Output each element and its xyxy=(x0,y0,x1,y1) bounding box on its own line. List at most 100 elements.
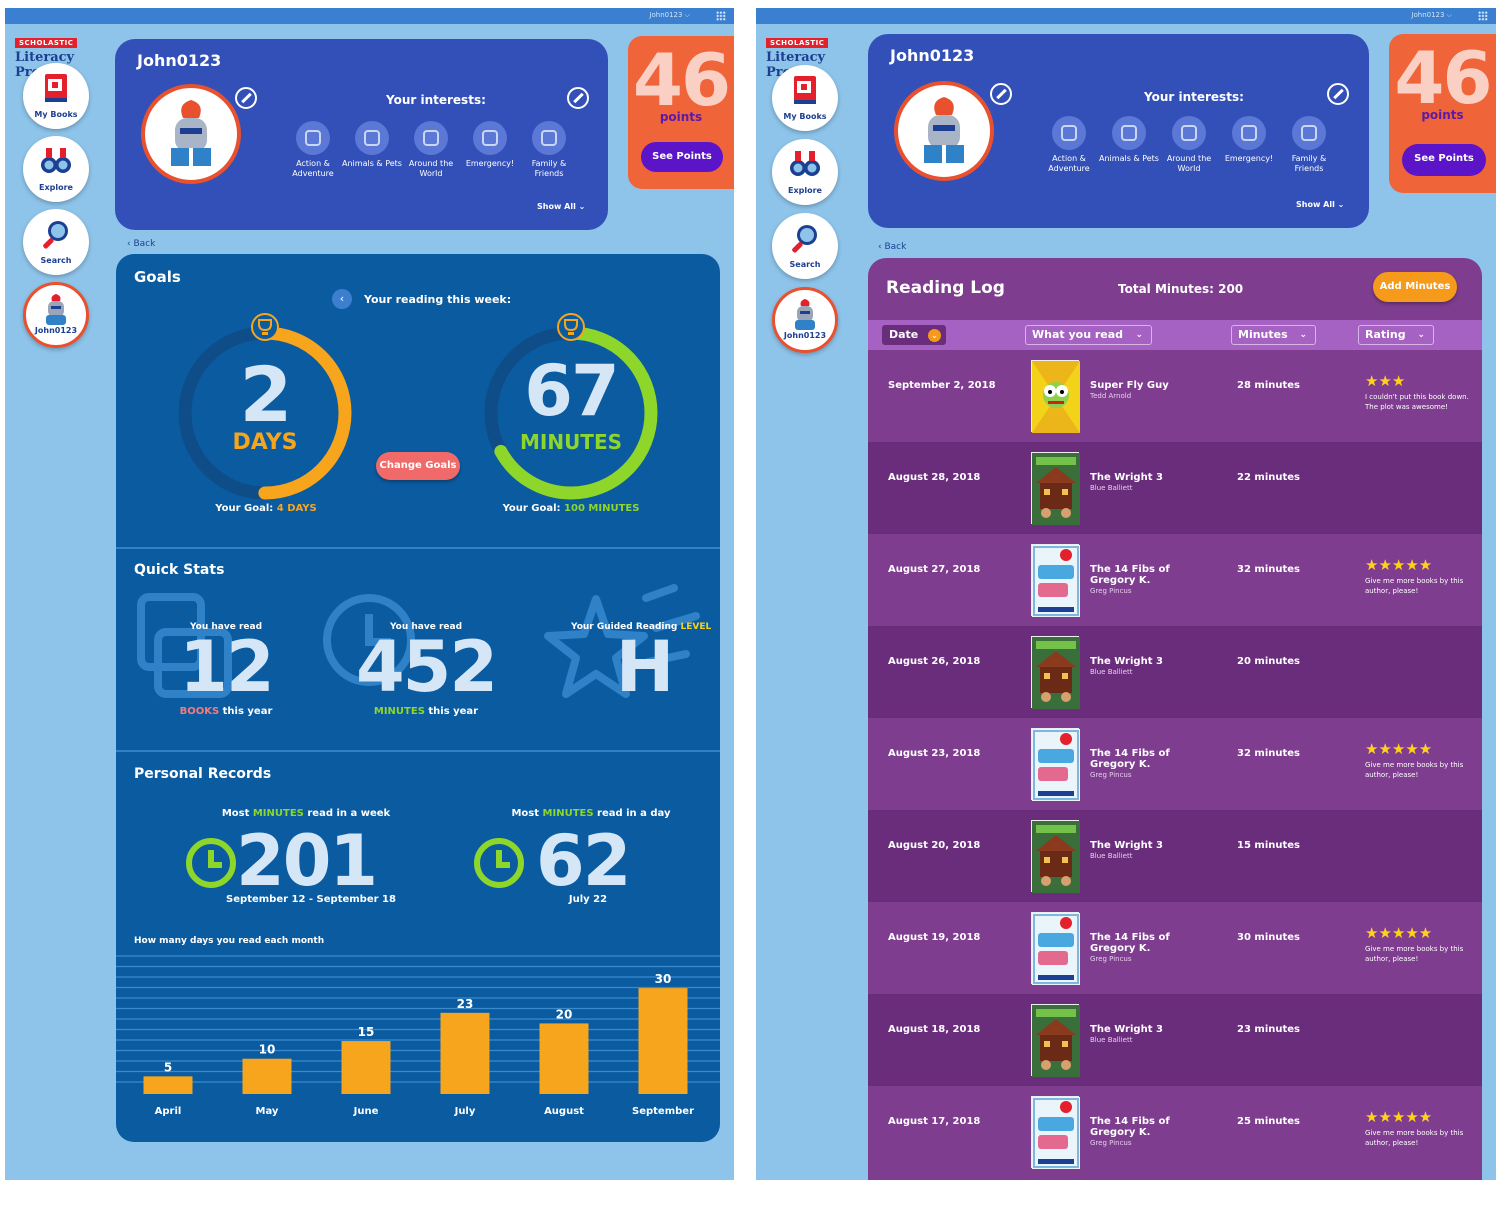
log-row[interactable]: August 18, 2018 The Wright 3 Blue Balliett… xyxy=(868,994,1482,1086)
change-goals-button[interactable]: Change Goals xyxy=(376,452,460,480)
interest-1[interactable]: Animals & Pets xyxy=(1099,116,1159,164)
what-header: What you read xyxy=(1032,328,1124,341)
nav-label: My Books xyxy=(783,112,827,121)
rating-stars: ★★★★★ xyxy=(1365,556,1433,574)
log-row[interactable]: August 26, 2018 The Wright 3 Blue Balliett… xyxy=(868,626,1482,718)
siren-icon xyxy=(473,121,507,155)
interest-3[interactable]: Emergency! xyxy=(460,121,520,169)
book-cover[interactable] xyxy=(1031,912,1080,985)
account-menu[interactable]: John0123 ⌵ xyxy=(1411,11,1452,19)
book-title[interactable]: Super Fly Guy xyxy=(1090,380,1169,391)
nav-my-books[interactable]: My Books xyxy=(23,63,89,129)
apps-grid-icon[interactable] xyxy=(716,11,726,21)
edit-interests-icon[interactable] xyxy=(1327,83,1349,105)
category-label: August xyxy=(544,1106,584,1117)
book-title[interactable]: The 14 Fibs of Gregory K. xyxy=(1090,564,1170,586)
see-points-button[interactable]: See Points xyxy=(641,142,723,172)
review-text: Give me more books by this author, pleas… xyxy=(1365,1129,1464,1147)
bar-value-label: 23 xyxy=(457,997,474,1011)
trophy-icon xyxy=(557,313,585,341)
book-title[interactable]: The 14 Fibs of Gregory K. xyxy=(1090,1116,1170,1138)
nav-explore[interactable]: Explore xyxy=(23,136,89,202)
book-title[interactable]: The 14 Fibs of Gregory K. xyxy=(1090,748,1170,770)
book-cover[interactable] xyxy=(1031,728,1080,801)
rating-stars: ★★★ xyxy=(1365,372,1406,390)
category-label: June xyxy=(353,1106,379,1117)
log-row[interactable]: August 23, 2018 The 14 Fibs of Gregory K.… xyxy=(868,718,1482,810)
nav-label: Explore xyxy=(788,186,822,195)
mountain-icon xyxy=(1052,116,1086,150)
nav-search[interactable]: Search xyxy=(23,209,89,275)
interest-2[interactable]: Around the World xyxy=(1159,116,1219,174)
nav-search[interactable]: Search xyxy=(772,213,838,279)
sort-rating-button[interactable]: Rating ⌄ xyxy=(1358,325,1434,345)
quick-stats-title: Quick Stats xyxy=(134,562,225,578)
book-cover[interactable] xyxy=(1031,636,1080,709)
points-card: 46 points See Points xyxy=(1389,34,1496,193)
minutes-goal-value: 100 MINUTES xyxy=(564,503,640,514)
people-icon xyxy=(532,121,566,155)
interest-0[interactable]: Action & Adventure xyxy=(1039,116,1099,174)
book-cover[interactable] xyxy=(1031,360,1080,433)
log-date: August 27, 2018 xyxy=(888,564,981,575)
show-all-label: Show All xyxy=(537,202,576,211)
book-author: Blue Balliett xyxy=(1090,484,1133,492)
interest-1[interactable]: Animals & Pets xyxy=(342,121,402,169)
previous-week-button[interactable]: ‹ xyxy=(332,289,352,309)
log-header-row: Date ⌄ What you read ⌄ Minutes ⌄ Rating ⌄ xyxy=(868,320,1482,350)
show-all-link[interactable]: Show All ⌄ xyxy=(1296,200,1344,209)
show-all-link[interactable]: Show All ⌄ xyxy=(537,202,585,211)
log-row[interactable]: August 28, 2018 The Wright 3 Blue Balliett… xyxy=(868,442,1482,534)
bar xyxy=(539,1023,589,1094)
book-cover[interactable] xyxy=(1031,1004,1080,1077)
level-word: LEVEL xyxy=(680,622,712,632)
books-bg-icon xyxy=(137,593,232,698)
edit-avatar-icon[interactable] xyxy=(990,83,1012,105)
nav-label: My Books xyxy=(34,110,78,119)
log-row[interactable]: August 17, 2018 The 14 Fibs of Gregory K.… xyxy=(868,1086,1482,1178)
edit-avatar-icon[interactable] xyxy=(235,87,257,109)
book-title[interactable]: The 14 Fibs of Gregory K. xyxy=(1090,932,1170,954)
edit-interests-icon[interactable] xyxy=(567,87,589,109)
nav-explore[interactable]: Explore xyxy=(772,139,838,205)
nav-profile[interactable]: John0123 xyxy=(23,282,89,348)
book-cover[interactable] xyxy=(1031,544,1080,617)
add-minutes-button[interactable]: Add Minutes xyxy=(1373,272,1457,302)
log-row[interactable]: August 19, 2018 The 14 Fibs of Gregory K.… xyxy=(868,902,1482,994)
book-author: Greg Pincus xyxy=(1090,587,1132,595)
interest-label: Around the World xyxy=(408,159,454,178)
log-row[interactable]: September 2, 2018 Super Fly Guy Tedd Arnol… xyxy=(868,350,1482,442)
log-row[interactable]: August 20, 2018 The Wright 3 Blue Balliett… xyxy=(868,810,1482,902)
bar xyxy=(143,1076,193,1094)
globe-icon xyxy=(1172,116,1206,150)
book-title[interactable]: The Wright 3 xyxy=(1090,1024,1163,1035)
account-menu[interactable]: John0123 ⌵ xyxy=(649,11,690,19)
book-cover[interactable] xyxy=(1031,820,1080,893)
log-row[interactable]: August 27, 2018 The 14 Fibs of Gregory K.… xyxy=(868,534,1482,626)
book-icon xyxy=(794,76,816,104)
sort-date-button[interactable]: Date ⌄ xyxy=(882,325,946,345)
apps-grid-icon[interactable] xyxy=(1478,11,1488,21)
book-title[interactable]: The Wright 3 xyxy=(1090,656,1163,667)
interest-0[interactable]: Action & Adventure xyxy=(283,121,343,179)
sort-minutes-button[interactable]: Minutes ⌄ xyxy=(1231,325,1316,345)
book-title[interactable]: The Wright 3 xyxy=(1090,840,1163,851)
sort-what-button[interactable]: What you read ⌄ xyxy=(1025,325,1152,345)
back-link[interactable]: ‹ Back xyxy=(878,242,906,252)
interest-2[interactable]: Around the World xyxy=(401,121,461,179)
back-label: Back xyxy=(884,242,907,252)
rating-stars: ★★★★★ xyxy=(1365,740,1433,758)
see-points-button[interactable]: See Points xyxy=(1402,144,1486,176)
book-cover[interactable] xyxy=(1031,1096,1080,1169)
nav-my-books[interactable]: My Books xyxy=(772,65,838,131)
nav-profile[interactable]: John0123 xyxy=(772,287,838,353)
book-title[interactable]: The Wright 3 xyxy=(1090,472,1163,483)
book-cover[interactable] xyxy=(1031,452,1080,525)
interest-4[interactable]: Family & Friends xyxy=(519,121,579,179)
interest-4[interactable]: Family & Friends xyxy=(1279,116,1339,174)
log-minutes: 22 minutes xyxy=(1237,472,1300,483)
chevron-down-icon: ⌄ xyxy=(1299,330,1307,340)
back-link[interactable]: ‹ Back xyxy=(127,239,155,249)
week-record-dates: September 12 - September 18 xyxy=(226,894,396,905)
interest-3[interactable]: Emergency! xyxy=(1219,116,1279,164)
